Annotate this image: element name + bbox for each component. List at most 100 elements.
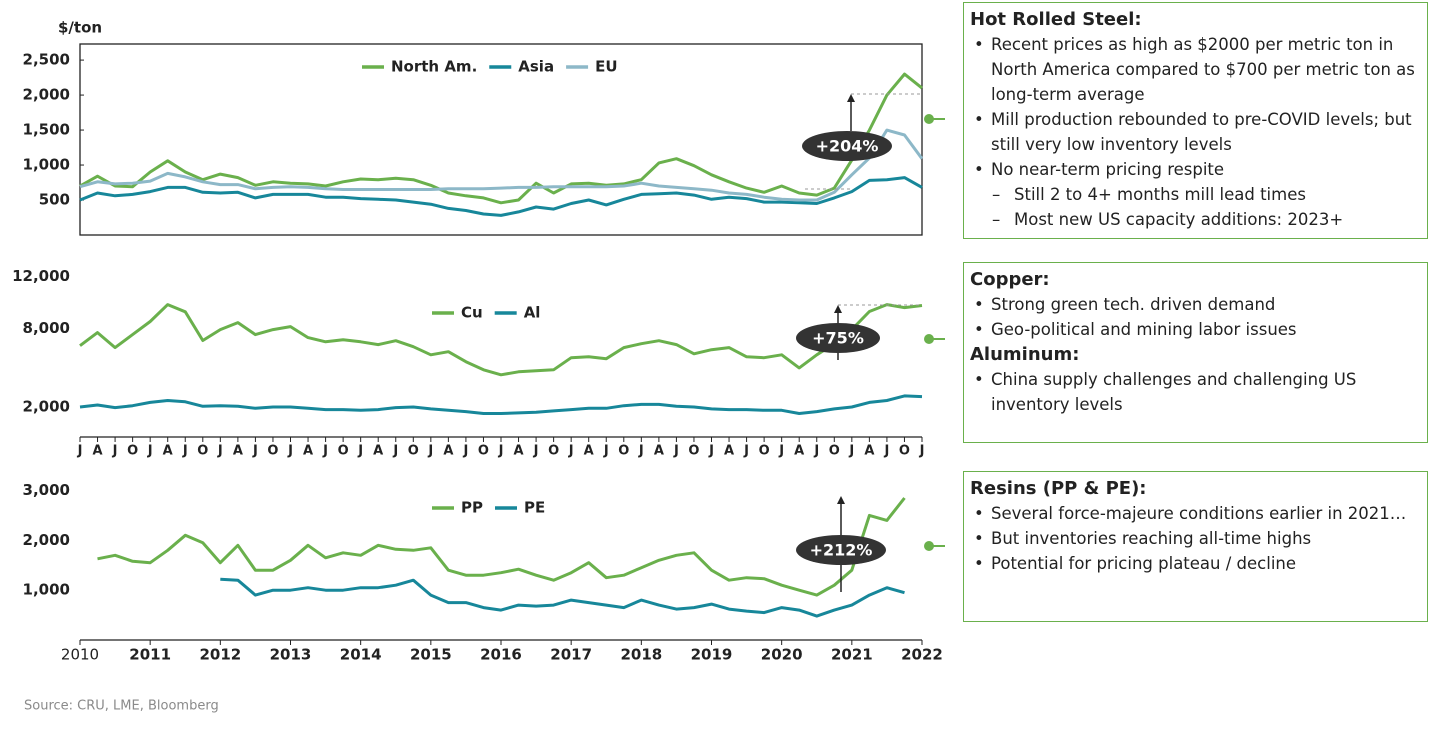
connector-dot bbox=[924, 541, 934, 551]
bullet-text: Recent prices as high as $2000 per metri… bbox=[970, 32, 1421, 107]
x-tick-label: O bbox=[548, 444, 559, 459]
annotation-text: +212% bbox=[810, 541, 873, 560]
x-tick-label: O bbox=[829, 444, 840, 459]
x-tick-label: 2017 bbox=[550, 646, 592, 664]
panel-heading: Resins (PP & PE): bbox=[970, 478, 1147, 499]
x-tick-label: O bbox=[759, 444, 770, 459]
annotation-arrowhead bbox=[847, 94, 855, 102]
y-tick-label: 1,000 bbox=[23, 156, 70, 174]
x-tick-label: A bbox=[303, 444, 313, 459]
x-tick-label: J bbox=[147, 444, 153, 459]
x-tick-label: A bbox=[443, 444, 453, 459]
x-tick-label: J bbox=[708, 444, 714, 459]
x-tick-label: J bbox=[603, 444, 609, 459]
x-tick-label: A bbox=[864, 444, 874, 459]
x-tick-label: A bbox=[724, 444, 734, 459]
annotation-badge bbox=[796, 535, 886, 565]
x-tick-label: A bbox=[93, 444, 103, 459]
bullet-text: Geo-political and mining labor issues bbox=[970, 317, 1421, 342]
x-tick-label: J bbox=[287, 444, 293, 459]
series-line bbox=[79, 394, 923, 415]
series-line bbox=[97, 497, 906, 597]
source-note: Source: CRU, LME, Bloomberg bbox=[24, 699, 219, 714]
x-tick-label: J bbox=[77, 444, 83, 459]
annotation-badge bbox=[796, 323, 880, 353]
x-tick-label: A bbox=[794, 444, 804, 459]
legend-label: North Am. bbox=[391, 58, 477, 76]
legend-label: EU bbox=[595, 58, 617, 76]
legend-label: Cu bbox=[461, 304, 483, 322]
x-tick-label: O bbox=[478, 444, 489, 459]
y-tick-label: 1,000 bbox=[23, 581, 70, 599]
sub-bullet-text: Still 2 to 4+ months mill lead times bbox=[970, 182, 1421, 207]
annotation-badge bbox=[802, 131, 892, 161]
series-line bbox=[220, 577, 905, 618]
x-tick-label: J bbox=[112, 444, 118, 459]
commentary-panel: Copper:Strong green tech. driven demandG… bbox=[963, 262, 1428, 443]
series-line bbox=[79, 176, 923, 217]
x-tick-label: O bbox=[197, 444, 208, 459]
x-tick-label: J bbox=[813, 444, 819, 459]
x-tick-label: O bbox=[127, 444, 138, 459]
x-tick-label: 2012 bbox=[199, 646, 241, 664]
x-tick-label: A bbox=[163, 444, 173, 459]
x-tick-label: 2013 bbox=[270, 646, 312, 664]
panel-heading: Aluminum: bbox=[970, 344, 1080, 365]
x-tick-label: A bbox=[584, 444, 594, 459]
x-tick-label: J bbox=[357, 444, 363, 459]
x-tick-label: 2014 bbox=[340, 646, 382, 664]
x-tick-label: J bbox=[673, 444, 679, 459]
annotation-arrowhead bbox=[837, 496, 845, 504]
x-tick-label: A bbox=[654, 444, 664, 459]
y-tick-label: 8,000 bbox=[23, 319, 70, 337]
series-line bbox=[79, 128, 924, 202]
bullet-text: Mill production rebounded to pre-COVID l… bbox=[970, 107, 1421, 157]
legend-label: Al bbox=[524, 304, 541, 322]
bullet-text: But inventories reaching all-time highs bbox=[970, 526, 1421, 551]
panel-heading: Copper: bbox=[970, 269, 1050, 290]
x-tick-label: O bbox=[618, 444, 629, 459]
bullet-text: Potential for pricing plateau / decline bbox=[970, 551, 1421, 576]
x-tick-label: O bbox=[267, 444, 278, 459]
x-tick-label: O bbox=[688, 444, 699, 459]
y-tick-label: 2,000 bbox=[23, 531, 70, 549]
legend-label: PE bbox=[524, 499, 545, 517]
x-tick-label: J bbox=[462, 444, 468, 459]
series-line bbox=[79, 72, 923, 205]
x-tick-label: J bbox=[498, 444, 504, 459]
x-tick-label: J bbox=[743, 444, 749, 459]
y-tick-label: 1,500 bbox=[23, 121, 70, 139]
sub-bullet-text: Most new US capacity additions: 2023+ bbox=[970, 207, 1421, 232]
x-tick-label: J bbox=[252, 444, 258, 459]
x-tick-label: O bbox=[899, 444, 910, 459]
x-tick-label: J bbox=[848, 444, 854, 459]
annotation-text: +75% bbox=[812, 329, 864, 348]
y-tick-label: 2,500 bbox=[23, 51, 70, 69]
y-tick-label: 2,000 bbox=[23, 397, 70, 415]
y-tick-label: 2,000 bbox=[23, 86, 70, 104]
plot-frame bbox=[79, 43, 923, 236]
bullet-text: China supply challenges and challenging … bbox=[970, 367, 1421, 417]
bullet-text: Strong green tech. driven demand bbox=[970, 292, 1421, 317]
connector-dot bbox=[924, 114, 934, 124]
y-tick-label: 12,000 bbox=[12, 267, 70, 285]
x-tick-label: J bbox=[217, 444, 223, 459]
y-axis-label: $/ton bbox=[58, 19, 102, 37]
x-tick-label: J bbox=[919, 444, 925, 459]
series-line bbox=[79, 303, 923, 377]
x-tick-label: A bbox=[233, 444, 243, 459]
bullet-text: Several force-majeure conditions earlier… bbox=[970, 501, 1421, 526]
x-tick-label: J bbox=[392, 444, 398, 459]
legend-label: Asia bbox=[518, 58, 554, 76]
x-tick-label: 2011 bbox=[129, 646, 171, 664]
x-tick-label: 2018 bbox=[620, 646, 662, 664]
x-tick-label: 2015 bbox=[410, 646, 452, 664]
legend-label: PP bbox=[461, 499, 483, 517]
annotation-arrowhead bbox=[834, 305, 842, 313]
x-tick-label: J bbox=[568, 444, 574, 459]
commentary-panel: Hot Rolled Steel:Recent prices as high a… bbox=[963, 2, 1428, 239]
y-tick-label: 500 bbox=[39, 191, 70, 209]
x-tick-label: 2021 bbox=[831, 646, 873, 664]
x-tick-label: 2022 bbox=[901, 646, 943, 664]
x-tick-label: 2010 bbox=[61, 646, 99, 664]
